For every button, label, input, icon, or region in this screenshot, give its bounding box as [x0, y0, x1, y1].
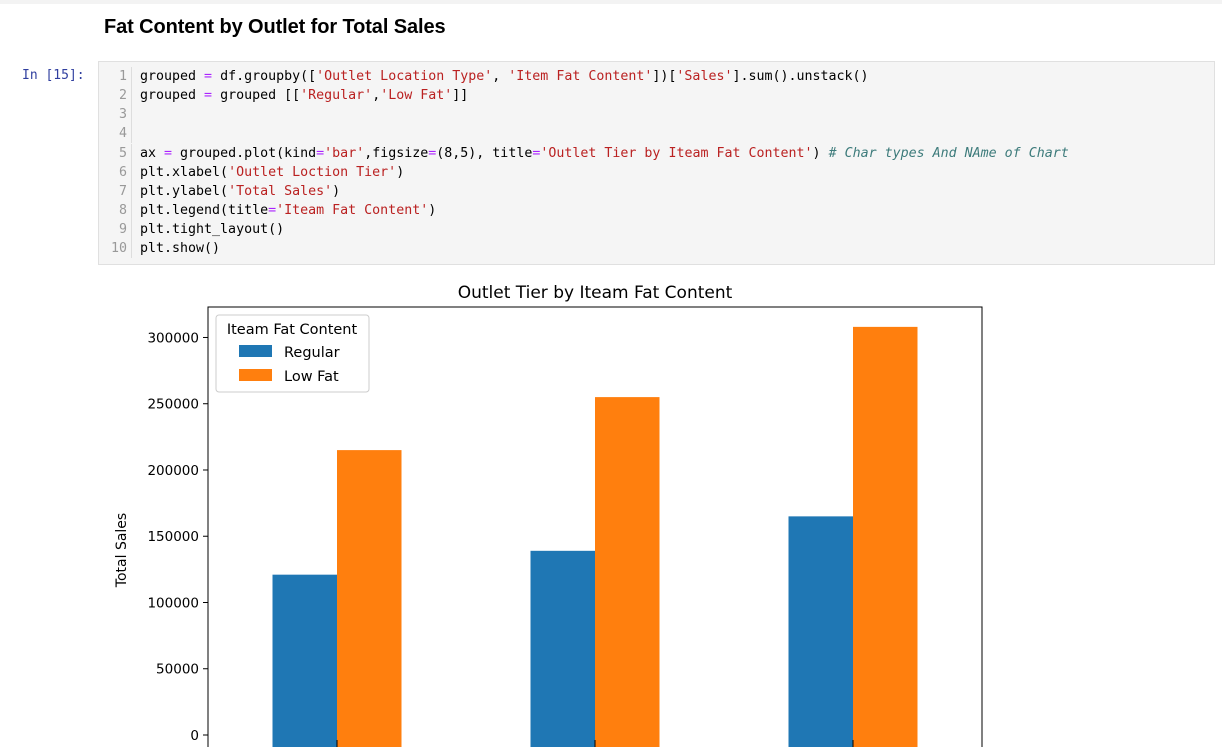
- y-axis-label: Total Sales: [114, 513, 130, 588]
- line-number: 7: [118, 184, 127, 199]
- markdown-heading: Fat Content by Outlet for Total Sales: [104, 16, 446, 38]
- line-number: 3: [118, 107, 127, 122]
- code-text: grouped = df.groupby(['Outlet Location T…: [140, 69, 869, 84]
- y-tick-label: 50000: [156, 662, 199, 678]
- legend-label-low-fat: Low Fat: [284, 369, 339, 385]
- cell-prompt: In [15]:: [22, 68, 85, 83]
- y-tick-label: 0: [190, 728, 199, 744]
- notebook-top-bar: [0, 0, 1222, 4]
- line-number: 8: [118, 203, 127, 218]
- code-line[interactable]: 9 plt.tight_layout(): [99, 220, 284, 239]
- code-line[interactable]: 4: [99, 124, 140, 143]
- y-tick-label: 300000: [147, 330, 199, 346]
- legend: Iteam Fat Content Regular Low Fat: [215, 314, 370, 393]
- y-tick-label: 150000: [147, 529, 199, 545]
- line-number: 4: [118, 126, 127, 141]
- code-line[interactable]: 3: [99, 105, 140, 124]
- code-text: ax = grouped.plot(kind='bar',figsize=(8,…: [140, 146, 1069, 161]
- bar-regular: [272, 574, 337, 747]
- code-text: plt.ylabel('Total Sales'): [140, 184, 341, 199]
- chart-title: Outlet Tier by Iteam Fat Content: [458, 283, 733, 303]
- code-line[interactable]: 7 plt.ylabel('Total Sales'): [99, 182, 340, 201]
- bar-regular: [530, 550, 595, 747]
- bar-regular: [788, 516, 853, 747]
- code-line[interactable]: 10 plt.show(): [99, 239, 220, 258]
- legend-label-regular: Regular: [284, 345, 340, 361]
- code-text: plt.show(): [140, 241, 221, 256]
- line-number: 9: [118, 222, 127, 237]
- code-line[interactable]: 2 grouped = grouped [['Regular','Low Fat'…: [99, 86, 468, 105]
- plot-area: [272, 326, 918, 747]
- bar-low-fat: [853, 326, 918, 747]
- line-number: 5: [118, 146, 127, 161]
- code-text: grouped = grouped [['Regular','Low Fat']…: [140, 88, 469, 103]
- code-text: plt.xlabel('Outlet Loction Tier'): [140, 165, 405, 180]
- code-line[interactable]: 1 grouped = df.groupby(['Outlet Location …: [99, 67, 869, 86]
- y-tick-label: 250000: [147, 397, 199, 413]
- code-text: plt.legend(title='Iteam Fat Content'): [140, 203, 437, 218]
- chart-output: Outlet Tier by Iteam Fat Content Total S…: [114, 283, 983, 747]
- code-line[interactable]: 6 plt.xlabel('Outlet Loction Tier'): [99, 163, 404, 182]
- line-number: 2: [118, 88, 127, 103]
- legend-title: Iteam Fat Content: [227, 322, 358, 338]
- bar-low-fat: [337, 450, 402, 747]
- y-tick-label: 200000: [147, 463, 199, 479]
- y-tick-label: 100000: [147, 595, 199, 611]
- legend-swatch-regular: [239, 345, 272, 357]
- code-text: plt.tight_layout(): [140, 222, 285, 237]
- line-number: 10: [110, 241, 127, 256]
- line-number: 1: [118, 69, 127, 84]
- code-line[interactable]: 5 ax = grouped.plot(kind='bar',figsize=(8…: [99, 144, 1069, 163]
- code-cell-editor[interactable]: 1 grouped = df.groupby(['Outlet Location …: [98, 61, 1215, 265]
- legend-swatch-low-fat: [239, 369, 272, 381]
- bar-low-fat: [595, 397, 660, 747]
- code-line[interactable]: 8 plt.legend(title='Iteam Fat Content'): [99, 201, 436, 220]
- line-number: 6: [118, 165, 127, 180]
- axes-frame: [207, 306, 983, 747]
